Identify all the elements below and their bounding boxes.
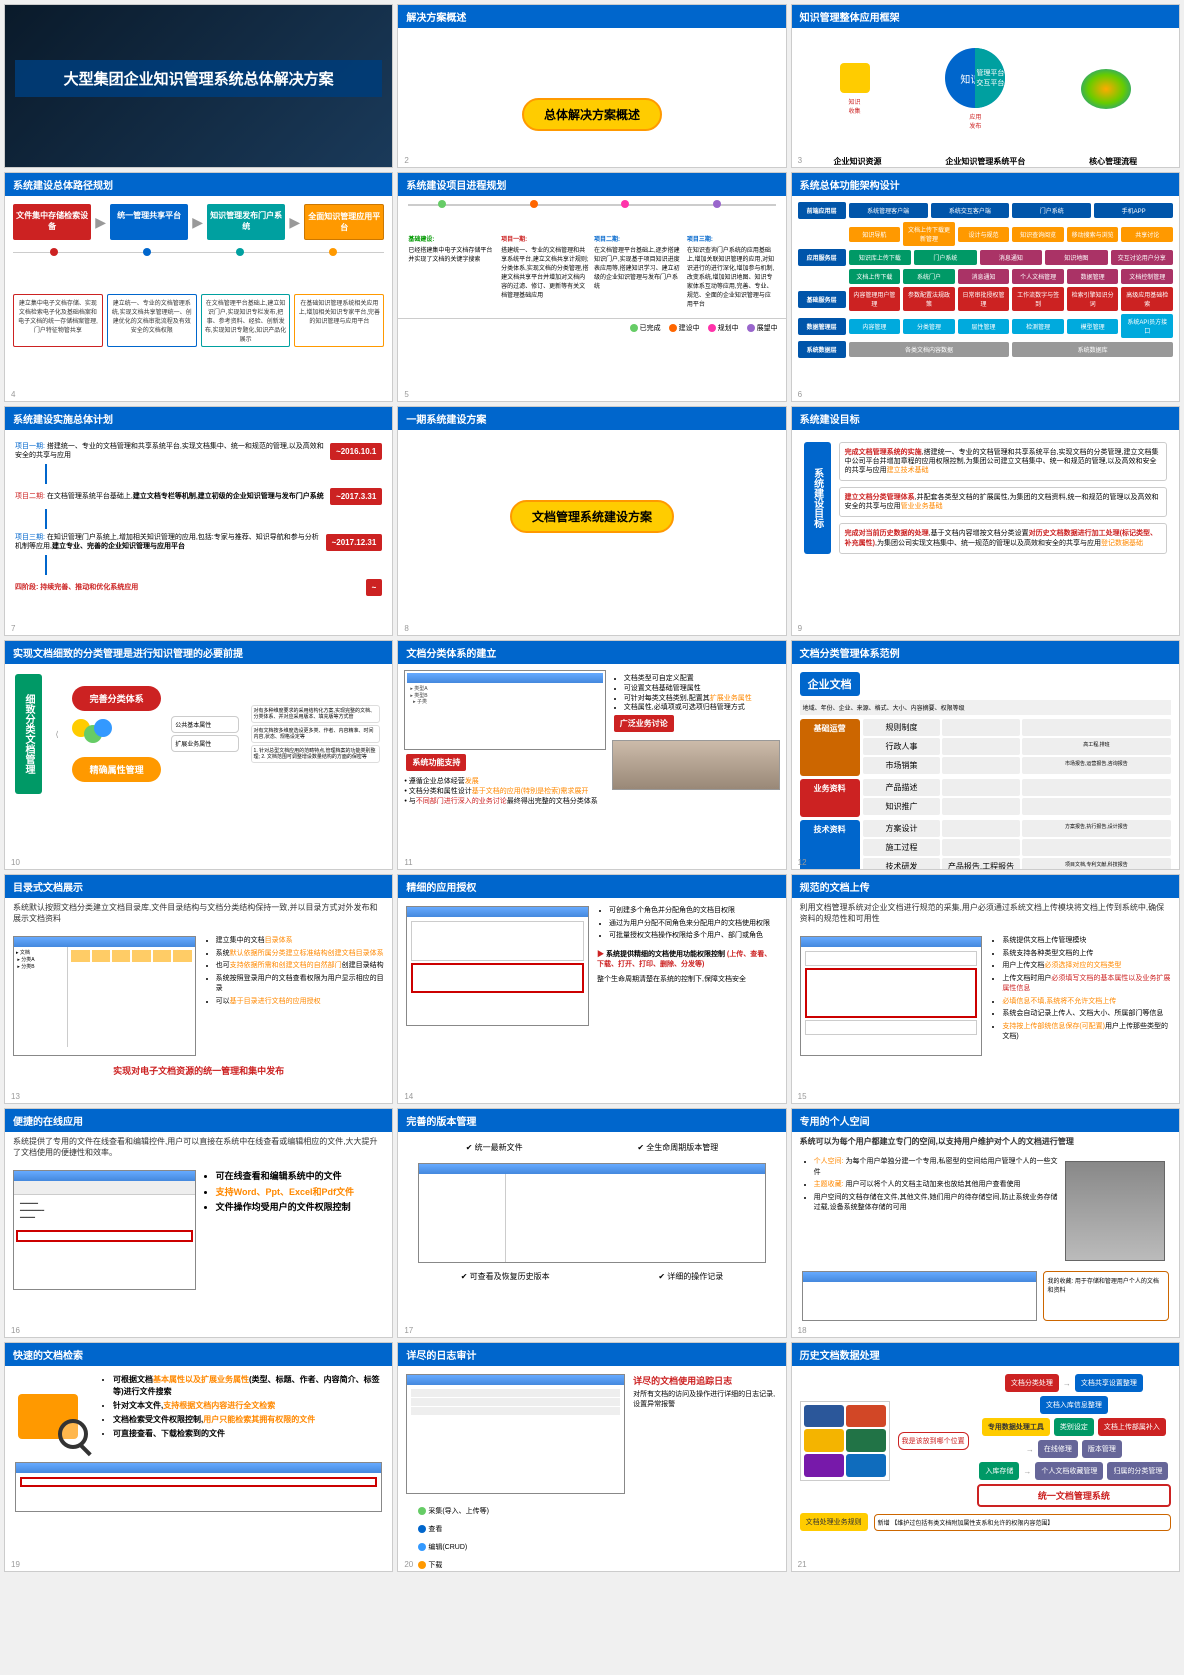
slide-grid: 大型集团企业知识管理系统总体解决方案 解决方案概述 总体解决方案概述 2 知识管… <box>0 0 1184 1576</box>
slide-17: 完善的版本管理 ✔ 统一最新文件 ✔ 全生命周期版本管理 ✔ 可查看及恢复历史版… <box>397 1108 786 1338</box>
log-screenshot <box>406 1374 625 1494</box>
knowledge-base-circle: 知识库 管理平台 交互平台 <box>945 48 1005 108</box>
process-icon <box>1081 69 1131 109</box>
slide-4: 系统建设总体路径规划 文件集中存储检索设备▶统一管理共享平台▶知识管理发布门户系… <box>4 172 393 402</box>
upload-screenshot <box>800 936 983 1056</box>
slide-21: 历史文档数据处理 我是该放到哪个位置 文档分类处理 → 文档共享设置整理 文档入… <box>791 1342 1180 1572</box>
roadmap-stage: 知识管理发布门户系统 <box>207 204 285 240</box>
permission-screenshot <box>406 906 589 1026</box>
slide-2: 解决方案概述 总体解决方案概述 2 <box>397 4 786 168</box>
explorer-screenshot: ▸ 文档 ▸ 分类A ▸ 分类B <box>13 936 196 1056</box>
roadmap-stage: 统一管理共享平台 <box>110 204 188 240</box>
editor-screenshot: ━━━━━━━━━━━━━━━━━━━ <box>13 1170 196 1290</box>
slide-10: 实现文档细致的分类管理是进行知识管理的必要前提 细致分类文档管理 ⟨ 完善分类体… <box>4 640 393 870</box>
slide-14: 精细的应用授权 可创建多个角色并分配角色的文档目权限通过为用户分配不同角色来分配… <box>397 874 786 1104</box>
resource-icon <box>840 63 870 93</box>
meeting-photo <box>612 740 780 790</box>
slide-header: 知识管理整体应用框架 <box>792 5 1179 28</box>
overview-pill: 总体解决方案概述 <box>522 98 662 131</box>
slide-8: 一期系统建设方案 文档管理系统建设方案 8 <box>397 406 786 636</box>
slide-6: 系统总体功能架构设计 前端应用层系统管理客户端系统交互客户端门户系统手机APP知… <box>791 172 1180 402</box>
slide-13: 目录式文档展示 系统默认按照文档分类建立文档目录库,文件目录结构与文档分类结构保… <box>4 874 393 1104</box>
slide-3: 知识管理整体应用框架 知识 收集 知识库 管理平台 交互平台 应用 发布 企业知… <box>791 4 1180 168</box>
slide-num: 2 <box>404 156 408 165</box>
slide-18: 专用的个人空间 系统可以为每个用户都建立专门的空间,以支持用户维护对个人的文档进… <box>791 1108 1180 1338</box>
slide-12: 文档分类管理体系范例 企业文档 地域、年份、企业、来源、格式、大小、内容摘要、权… <box>791 640 1180 870</box>
roadmap-stage: 全面知识管理应用平台 <box>304 204 384 240</box>
search-result-screenshot <box>15 1462 382 1512</box>
version-screenshot <box>418 1163 765 1263</box>
slide-15: 规范的文档上传 利用文档管理系统对企业文档进行规范的采集,用户必须通过系统文档上… <box>791 874 1180 1104</box>
slide-7: 系统建设实施总体计划 项目一期: 搭建统一、专业的文档管理和共享系统平台,实现文… <box>4 406 393 636</box>
slide-1-title: 大型集团企业知识管理系统总体解决方案 <box>4 4 393 168</box>
file-type-icons <box>800 1401 890 1481</box>
slide-11: 文档分类体系的建立 ▸ 类型A▸ 类型B ▸ 子类 系统功能支持 • 遵循企业总… <box>397 640 786 870</box>
slide-19: 快速的文档检索 可根据文档基本属性以及扩展业务属性(类型、标题、作者、内容简介、… <box>4 1342 393 1572</box>
slide-9: 系统建设目标 系统建设目标 完成文档管理系统的实施,搭建统一、专业的文档管理和共… <box>791 406 1180 636</box>
slide-20: 详尽的日志审计 详尽的文档使用追踪日志 对所有文档的访问及操作进行详细的日志记录… <box>397 1342 786 1572</box>
slide-16: 便捷的在线应用 系统提供了专用的文件在线查看和编辑控件,用户可以直接在系统中在线… <box>4 1108 393 1338</box>
safe-photo <box>1065 1161 1165 1261</box>
main-title: 大型集团企业知识管理系统总体解决方案 <box>15 60 382 97</box>
slide-header: 解决方案概述 <box>398 5 785 28</box>
search-folder-icon <box>13 1374 93 1454</box>
roadmap-stage: 文件集中存储检索设备 <box>13 204 91 240</box>
slide-5: 系统建设项目进程规划 基础建设:已经搭建集中电子文档存储平台并实现了文档的关键字… <box>397 172 786 402</box>
screenshot-placeholder: ▸ 类型A▸ 类型B ▸ 子类 <box>404 670 605 750</box>
